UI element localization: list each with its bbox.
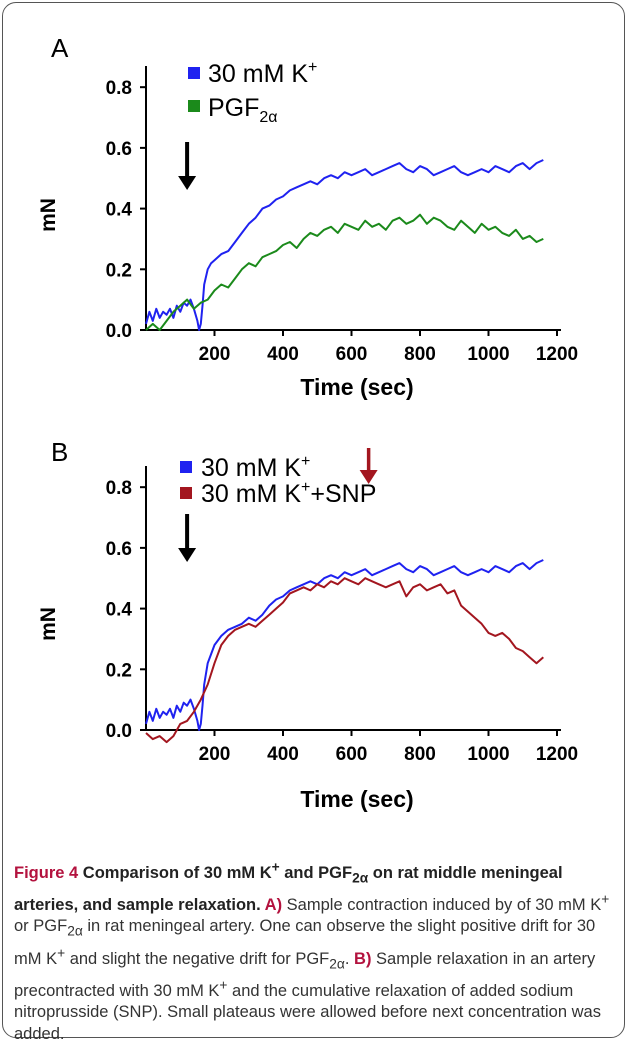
x-tick-label: 400 (267, 344, 299, 365)
legend-label-pgf: PGF2α (208, 94, 278, 126)
x-tick-label: 1200 (536, 744, 578, 765)
panel-a-x-label: Time (sec) (300, 374, 413, 400)
panel-b-arrows (178, 448, 378, 562)
panel-b-x-label: Time (sec) (300, 786, 413, 812)
x-tick-label: 1000 (467, 744, 509, 765)
panel-a-legend: 30 mM K+ PGF2α (188, 59, 317, 126)
series-line-1 (145, 577, 544, 744)
caption-panel-a: A) Sample contraction induced by of 30 m… (14, 891, 610, 971)
panel-a-chart: A 0.0 0.2 0.4 0.6 0.8 200 400 600 800 1000 1200 m… (37, 33, 578, 400)
caption-title: Figure 4 Comparison of 30 mM K+ and PGF2… (14, 859, 563, 914)
panel-a-label: A (51, 33, 69, 63)
snp-arrow-head (359, 470, 378, 484)
series-line-0 (145, 559, 544, 731)
panel-b-chart: B 0.0 0.2 0.4 0.6 0.8 200 400 600 800 1000 1200 m… (37, 437, 578, 812)
panel-a-arrows (178, 142, 197, 190)
y-tick-label: 0.4 (106, 200, 133, 221)
panel-a-y-axis: 0.0 0.2 0.4 0.6 0.8 (106, 66, 147, 342)
caption-panel-b: B) Sample relaxation in an artery precon… (14, 949, 601, 1043)
y-tick-label: 0.8 (106, 78, 132, 99)
y-tick-label: 0.0 (106, 321, 132, 342)
x-tick-label: 1200 (536, 344, 578, 365)
x-tick-label: 800 (404, 344, 436, 365)
x-tick-label: 600 (336, 344, 368, 365)
legend-label-k: 30 mM K+ (201, 453, 310, 482)
x-tick-label: 200 (199, 344, 231, 365)
y-tick-label: 0.8 (106, 478, 132, 499)
legend-label-k: 30 mM K+ (208, 59, 317, 88)
series-line-1 (145, 213, 544, 331)
panel-b-y-axis: 0.0 0.2 0.4 0.6 0.8 (106, 466, 147, 742)
panel-b-y-label: mN (37, 607, 60, 641)
y-tick-label: 0.2 (106, 260, 132, 281)
panel-a-series-group (145, 159, 544, 331)
y-tick-label: 0.6 (106, 539, 132, 560)
panel-b-series-group (145, 559, 544, 744)
legend-swatch-k (180, 461, 192, 473)
panel-a-y-label: mN (37, 198, 60, 232)
panel-b-x-axis: 200 400 600 800 1000 1200 (146, 729, 578, 765)
x-tick-label: 400 (267, 744, 299, 765)
series-line-0 (145, 159, 544, 331)
x-tick-label: 1000 (467, 344, 509, 365)
stimulus-arrow-head (178, 176, 197, 190)
panel-a-x-axis: 200 400 600 800 1000 1200 (146, 329, 578, 365)
legend-label-snp: 30 mM K++SNP (201, 479, 376, 508)
x-tick-label: 600 (336, 744, 368, 765)
legend-swatch-k (188, 67, 200, 79)
figure-caption: Figure 4 Comparison of 30 mM K+ and PGF2… (14, 856, 614, 1045)
y-tick-label: 0.6 (106, 139, 132, 160)
stimulus-arrow-head (178, 548, 197, 562)
y-tick-label: 0.4 (106, 600, 133, 621)
panel-b-legend: 30 mM K+ 30 mM K++SNP (180, 453, 376, 508)
legend-swatch-pgf (188, 100, 200, 112)
y-tick-label: 0.2 (106, 660, 132, 681)
panel-b-label: B (51, 437, 68, 467)
legend-swatch-snp (180, 487, 192, 499)
x-tick-label: 800 (404, 744, 436, 765)
x-tick-label: 200 (199, 744, 231, 765)
y-tick-label: 0.0 (106, 721, 132, 742)
